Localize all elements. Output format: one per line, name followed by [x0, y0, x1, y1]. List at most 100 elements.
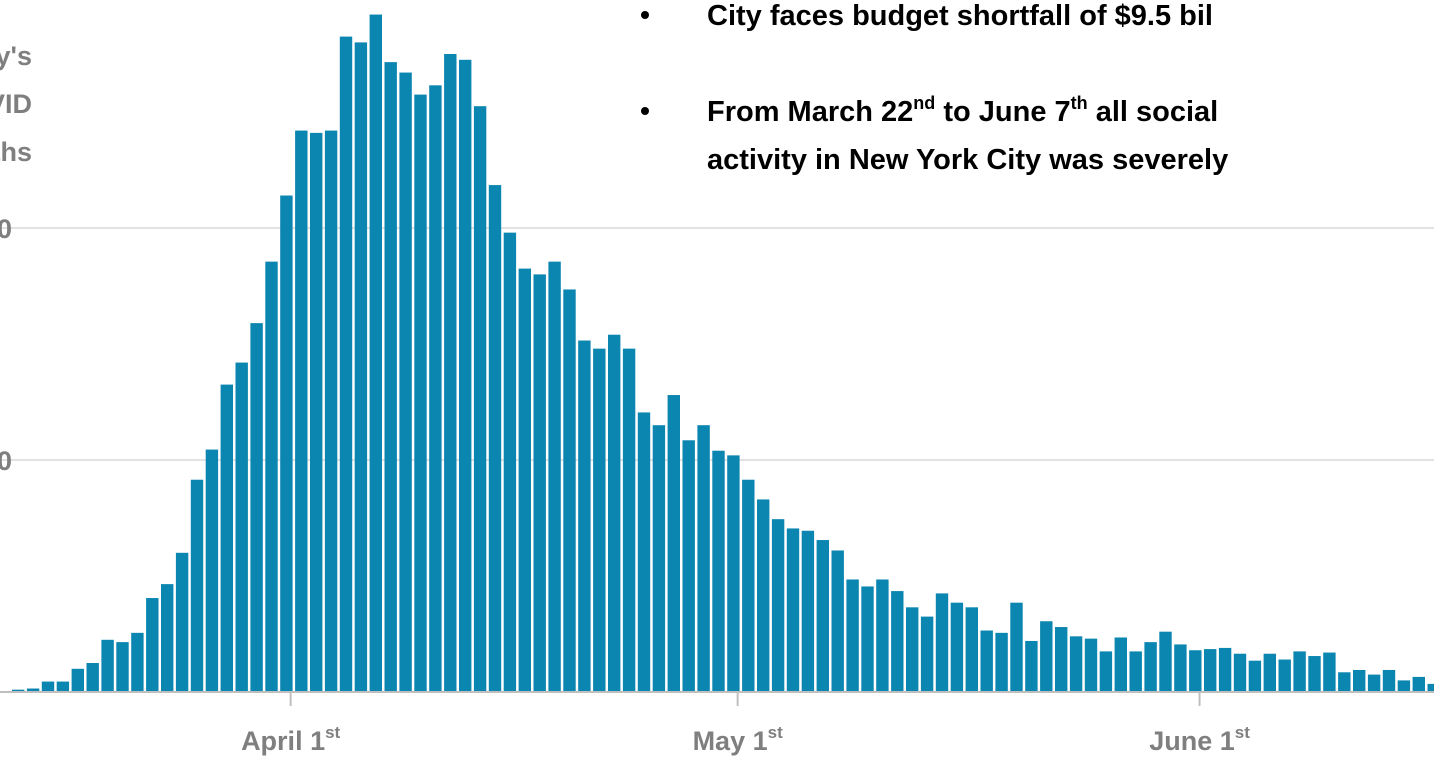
x-tick-sup: st: [768, 723, 783, 742]
bar: [280, 195, 293, 692]
y-axis-title: COVID: [0, 89, 32, 119]
bar: [71, 668, 84, 692]
bar: [1278, 659, 1291, 692]
bar: [518, 268, 531, 692]
bar: [1218, 647, 1232, 692]
bar: [1233, 653, 1247, 692]
bar: [1367, 674, 1381, 692]
bar: [563, 289, 576, 692]
bar: [861, 586, 874, 692]
bar: [950, 602, 964, 692]
bar: [637, 412, 651, 692]
bar: [26, 688, 40, 692]
bar: [697, 425, 710, 692]
bar: [980, 630, 993, 692]
bar: [965, 607, 978, 692]
x-tick-text: June 1: [1149, 726, 1235, 756]
bar: [41, 681, 55, 692]
x-tick-label: June 1st: [1149, 723, 1250, 756]
bar: [1114, 637, 1127, 692]
bar: [354, 42, 368, 692]
x-tick-sup: st: [1235, 723, 1250, 742]
bar: [56, 681, 70, 692]
bar: [1397, 680, 1411, 692]
bar: [831, 550, 844, 692]
bar: [1338, 672, 1351, 692]
bar: [995, 632, 1008, 692]
bullet: [641, 107, 649, 115]
bar: [503, 232, 517, 692]
bar: [622, 348, 636, 692]
bar: [1293, 651, 1306, 692]
bar: [459, 59, 472, 693]
bar: [1189, 650, 1202, 692]
bar: [1427, 683, 1434, 692]
bar: [1025, 640, 1038, 692]
bar: [548, 261, 561, 692]
bar: [429, 85, 442, 692]
bar: [220, 384, 233, 692]
bar: [920, 616, 934, 692]
bar: [712, 450, 725, 692]
bar: [1308, 656, 1321, 692]
note: activity in New York City was severely: [707, 144, 1228, 176]
bar: [295, 130, 308, 692]
bar: [1040, 621, 1053, 692]
bar: [593, 348, 606, 692]
x-tick-text: April 1: [241, 726, 325, 756]
bar: [473, 106, 487, 692]
bar: [86, 663, 99, 692]
y-axis-title: deaths: [0, 137, 32, 167]
y-tick-label: 200: [0, 446, 12, 476]
bar: [101, 639, 114, 692]
bar: [1159, 631, 1172, 692]
note-text: all social: [1088, 96, 1219, 128]
note-text: City faces budget shortfall of $9.5 bil: [707, 0, 1213, 32]
bar: [444, 54, 457, 692]
bar: [786, 528, 800, 692]
bar: [310, 132, 323, 692]
x-tick-text: May 1: [693, 726, 768, 756]
bar: [250, 323, 263, 692]
note: From March 22nd to June 7th all social: [707, 93, 1218, 128]
bar: [533, 274, 546, 692]
bar: [190, 479, 204, 692]
bar: [682, 440, 695, 692]
bar: [578, 340, 591, 692]
bar: [801, 530, 815, 692]
bar: [175, 552, 189, 692]
bar: [906, 607, 919, 692]
bar: [399, 72, 412, 692]
bar: [816, 540, 829, 692]
note-text: From March 22: [707, 96, 913, 128]
bar: [1069, 636, 1083, 692]
bar: [1010, 602, 1023, 692]
bar: [146, 598, 159, 692]
bar: [771, 519, 785, 692]
bar: [1129, 651, 1142, 692]
bar: [667, 395, 680, 692]
note-sup: th: [1071, 93, 1088, 113]
note-text: activity in New York City was severely: [707, 144, 1228, 176]
bar: [742, 479, 755, 692]
bar: [1353, 669, 1366, 692]
note-sup: nd: [913, 93, 935, 113]
bar: [205, 449, 219, 692]
bar: [846, 579, 859, 692]
bar: [1144, 642, 1157, 692]
bar: [1174, 644, 1187, 692]
bar: [12, 689, 25, 692]
bar: [757, 499, 770, 692]
bar: [414, 94, 427, 693]
bar: [1263, 653, 1276, 692]
bar: [339, 36, 353, 693]
note: City faces budget shortfall of $9.5 bil: [707, 0, 1213, 32]
bar: [1204, 649, 1217, 692]
bar: [488, 185, 502, 692]
x-tick-sup: st: [325, 723, 340, 742]
bar: [161, 584, 174, 692]
bar: [727, 455, 740, 692]
bar: [891, 591, 904, 692]
